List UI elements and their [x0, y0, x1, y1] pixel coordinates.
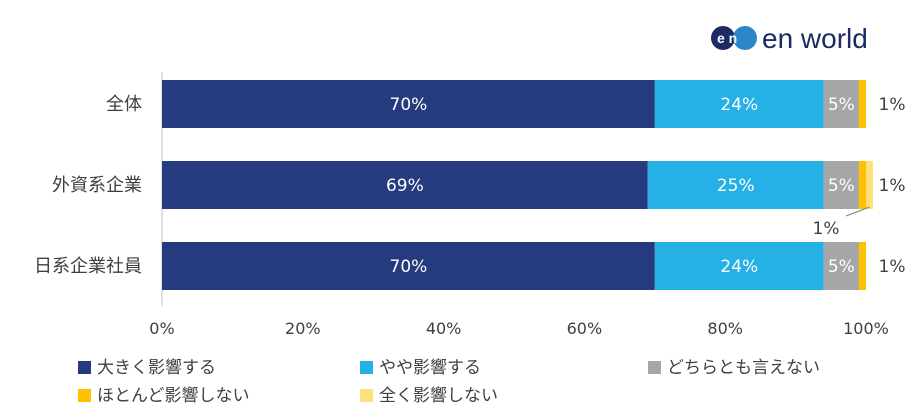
legend-swatch [648, 361, 661, 374]
bar-segment [823, 161, 859, 209]
bar-value-label: 5% [828, 95, 855, 115]
bar-segment [858, 161, 866, 209]
x-tick-label: 40% [426, 319, 462, 338]
bar-segment [823, 242, 859, 290]
bar-value-label: 1% [879, 257, 906, 277]
category-label: 全体 [106, 94, 142, 115]
logo-circle-blue [733, 26, 757, 50]
category-label: 外資系企業 [52, 175, 142, 196]
bar-value-label: 70% [390, 257, 428, 277]
legend-label: 全く影響しない [379, 386, 498, 406]
x-tick-label: 100% [843, 319, 889, 338]
bar-value-label: 1% [879, 95, 906, 115]
x-tick-label: 0% [149, 319, 174, 338]
bar-segment [654, 80, 824, 128]
logo-circle-dark [711, 26, 735, 50]
bar-segment [162, 161, 648, 209]
bar-value-label: 5% [828, 257, 855, 277]
legend-label: どちらとも言えない [667, 358, 820, 378]
bar-value-label: 24% [720, 257, 758, 277]
category-label: 日系企業社員 [34, 256, 142, 277]
bars-layer: 70% 24% 5% 1% 69% 25% 5% 1% 1% 70% 24% 5% 1% [162, 80, 905, 290]
bar-value-label: 5% [828, 176, 855, 196]
legend-swatch [360, 361, 373, 374]
bar-value-label: 69% [386, 176, 424, 196]
legend-swatch [360, 389, 373, 402]
legend-label: 大きく影響する [97, 358, 216, 378]
bar-value-label: 25% [717, 176, 755, 196]
bar-segment [858, 80, 866, 128]
bar-segment [654, 242, 824, 290]
bar-value-label: 24% [720, 95, 758, 115]
bar-segment [866, 161, 874, 209]
bar-segment [162, 242, 655, 290]
logo-mark-text: e n [717, 30, 737, 46]
legend-label: やや影響する [379, 358, 481, 378]
bar-segment [823, 80, 859, 128]
bar-value-label: 70% [390, 95, 428, 115]
bar-segment [647, 161, 824, 209]
legend-label: ほとんど影響しない [97, 386, 250, 406]
bar-segment [162, 80, 655, 128]
bar-segment [858, 242, 866, 290]
legend-swatch [78, 361, 91, 374]
legend-swatch [78, 389, 91, 402]
x-tick-label: 20% [285, 319, 321, 338]
x-tick-label: 60% [567, 319, 603, 338]
logo-text: en world [762, 23, 868, 54]
x-tick-label: 80% [707, 319, 743, 338]
en-world-logo: e n en world [711, 23, 868, 54]
bar-label-leader [845, 206, 870, 217]
bar-value-label: 1% [813, 219, 840, 239]
x-axis-ticks: 0% 20% 40% 60% 80% 100% [149, 319, 889, 338]
bar-value-label: 1% [879, 176, 906, 196]
